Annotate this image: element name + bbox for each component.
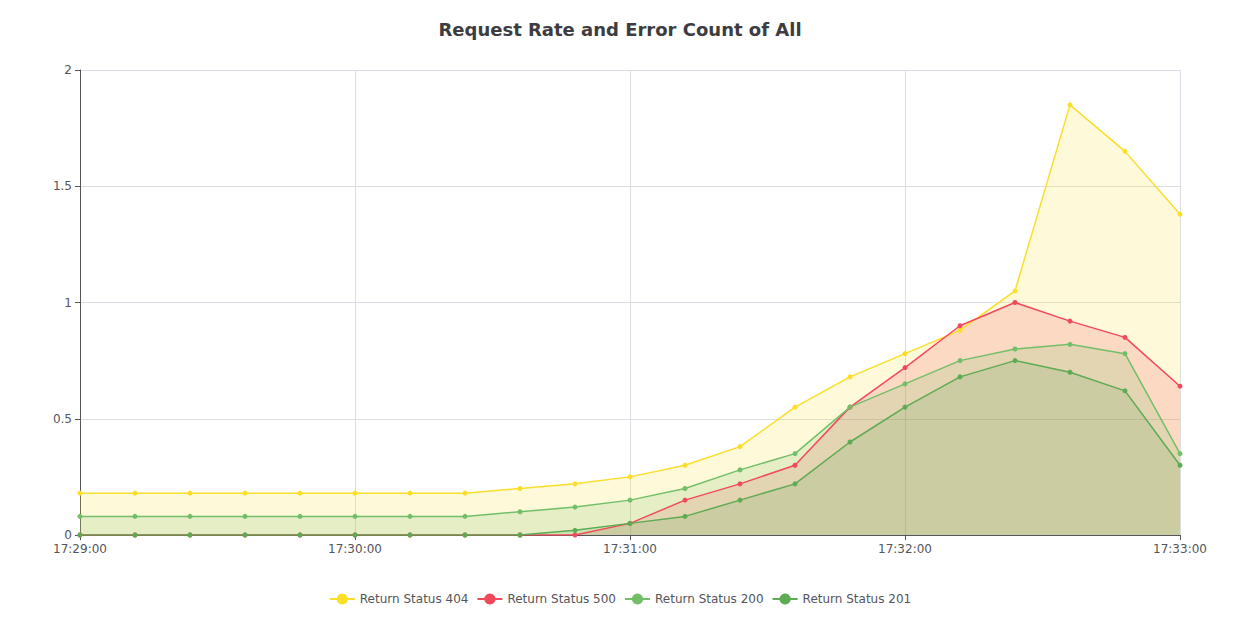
svg-text:Return Status 201: Return Status 201 — [803, 592, 912, 606]
svg-text:17:32:00: 17:32:00 — [878, 542, 932, 556]
svg-text:17:33:00: 17:33:00 — [1153, 542, 1207, 556]
svg-text:17:29:00: 17:29:00 — [53, 542, 107, 556]
svg-text:17:30:00: 17:30:00 — [328, 542, 382, 556]
svg-text:Return Status 500: Return Status 500 — [507, 592, 616, 606]
svg-text:2: 2 — [64, 63, 72, 77]
svg-text:Return Status 200: Return Status 200 — [655, 592, 764, 606]
svg-text:Request Rate and Error Count o: Request Rate and Error Count of All — [438, 19, 801, 40]
svg-text:17:31:00: 17:31:00 — [603, 542, 657, 556]
svg-text:Return Status 404: Return Status 404 — [360, 592, 469, 606]
svg-text:0: 0 — [64, 528, 72, 542]
svg-text:1.5: 1.5 — [53, 179, 72, 193]
svg-text:1: 1 — [64, 296, 72, 310]
svg-text:0.5: 0.5 — [53, 412, 72, 426]
